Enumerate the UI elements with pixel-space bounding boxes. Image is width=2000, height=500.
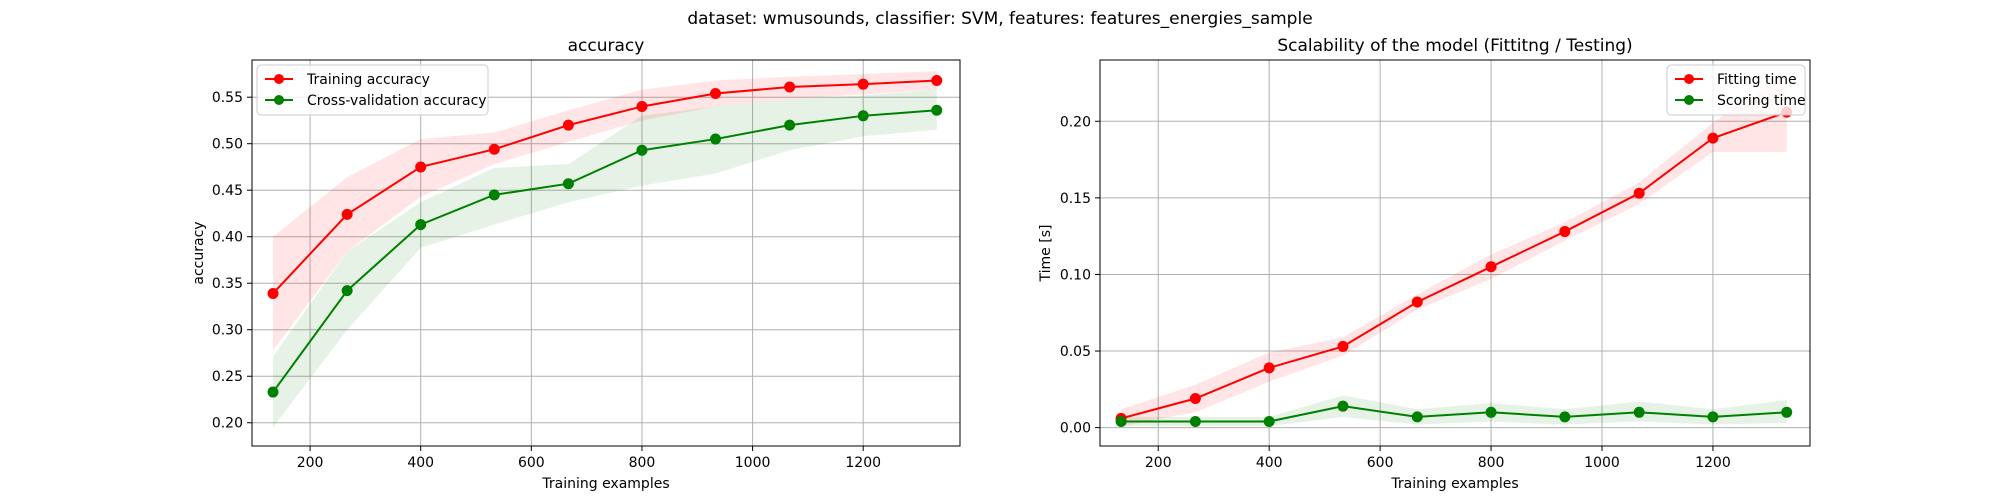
scalability-series-0-point bbox=[1559, 226, 1571, 238]
scalability-legend-label: Scoring time bbox=[1717, 93, 1806, 109]
scalability-x-tick-label: 600 bbox=[1367, 455, 1394, 471]
accuracy-series-1-band bbox=[273, 89, 937, 428]
accuracy-y-tick-label: 0.25 bbox=[212, 369, 243, 385]
scalability-series-1-point bbox=[1411, 411, 1423, 423]
scalability-title: Scalability of the model (Fittitng / Tes… bbox=[1277, 36, 1632, 56]
accuracy-series-1-point bbox=[267, 386, 279, 398]
scalability-series-1-point bbox=[1781, 406, 1793, 418]
scalability-y-tick-label: 0.10 bbox=[1060, 267, 1091, 283]
scalability-x-tick-label: 800 bbox=[1478, 455, 1505, 471]
scalability-legend: Fitting time Scoring time bbox=[1666, 64, 1806, 116]
scalability-legend-swatch-marker bbox=[1684, 74, 1694, 84]
accuracy-y-tick-label: 0.45 bbox=[212, 183, 243, 199]
accuracy-series-0-point bbox=[488, 143, 500, 155]
accuracy-legend-swatch-marker bbox=[274, 95, 284, 105]
accuracy-series-1-point bbox=[562, 178, 574, 190]
accuracy-x-axis-label: Training examples bbox=[541, 476, 669, 492]
accuracy-legend: Training accuracy Cross-validation accura… bbox=[256, 64, 489, 116]
accuracy-x-tick-label: 400 bbox=[407, 455, 434, 471]
scalability-series-1-point bbox=[1707, 411, 1719, 423]
accuracy-series-1-point bbox=[931, 104, 943, 116]
accuracy-series-0-point bbox=[636, 101, 648, 113]
accuracy-chart: 200 400 600 800 1000 1200 0.20 0.25 0.30 0.35 0.40… bbox=[191, 36, 961, 492]
accuracy-axes-frame bbox=[251, 59, 961, 447]
accuracy-legend-swatch-marker bbox=[274, 74, 284, 84]
scalability-x-axis-label: Training examples bbox=[1390, 476, 1518, 492]
scalability-y-axis-label: Time [s] bbox=[1038, 225, 1054, 283]
accuracy-y-tick-label: 0.20 bbox=[212, 416, 243, 432]
accuracy-y-tick-label: 0.50 bbox=[212, 137, 243, 153]
scalability-series-1-point bbox=[1485, 406, 1497, 418]
accuracy-y-tick-label: 0.40 bbox=[212, 230, 243, 246]
accuracy-x-tick-label: 200 bbox=[297, 455, 324, 471]
accuracy-series-1-point bbox=[341, 285, 353, 297]
scalability-y-tick-label: 0.00 bbox=[1060, 421, 1091, 437]
scalability-series-0-point bbox=[1337, 340, 1349, 352]
accuracy-series-1-line bbox=[272, 109, 937, 393]
accuracy-series-1-point bbox=[710, 133, 722, 145]
accuracy-series-0-point bbox=[931, 74, 943, 86]
accuracy-y-tick-label: 0.35 bbox=[212, 276, 243, 292]
accuracy-x-tick-label: 1200 bbox=[845, 455, 881, 471]
scalability-x-tick-label: 200 bbox=[1145, 455, 1172, 471]
scalability-x-tick-label: 1000 bbox=[1584, 455, 1620, 471]
accuracy-x-tick-label: 800 bbox=[629, 455, 656, 471]
scalability-series-0-line bbox=[1120, 111, 1788, 420]
scalability-series-1-point bbox=[1115, 415, 1127, 427]
accuracy-series-1-point bbox=[784, 119, 796, 131]
scalability-series-1-point bbox=[1337, 400, 1349, 412]
scalability-axes-frame bbox=[1099, 59, 1811, 447]
scalability-series-1-line bbox=[1121, 405, 1787, 423]
accuracy-series-0-point bbox=[562, 119, 574, 131]
scalability-series-1-point bbox=[1633, 406, 1645, 418]
accuracy-series-0-point bbox=[710, 87, 722, 99]
scalability-series-0-point bbox=[1707, 132, 1719, 144]
accuracy-series-0-band bbox=[273, 71, 937, 351]
accuracy-series-0-point bbox=[415, 161, 427, 173]
scalability-series-0-point bbox=[1189, 393, 1201, 405]
accuracy-legend-frame bbox=[256, 64, 489, 116]
scalability-legend-label: Fitting time bbox=[1717, 72, 1797, 88]
scalability-series-0-point bbox=[1411, 296, 1423, 308]
accuracy-series-0-point bbox=[267, 287, 279, 299]
scalability-series-0-point bbox=[1633, 187, 1645, 199]
scalability-y-tick-label: 0.20 bbox=[1060, 114, 1091, 130]
scalability-x-tick-label: 1200 bbox=[1695, 455, 1731, 471]
scalability-series-1-point bbox=[1559, 411, 1571, 423]
accuracy-y-tick-label: 0.55 bbox=[212, 90, 243, 106]
accuracy-x-tick-label: 600 bbox=[518, 455, 545, 471]
accuracy-series-0-line bbox=[272, 79, 937, 295]
figure-suptitle: dataset: wmusounds, classifier: SVM, fea… bbox=[687, 9, 1312, 29]
accuracy-legend-label: Cross-validation accuracy bbox=[307, 93, 487, 109]
accuracy-series-0-point bbox=[341, 208, 353, 220]
accuracy-legend-label: Training accuracy bbox=[306, 72, 430, 88]
accuracy-series-1-point bbox=[488, 189, 500, 201]
accuracy-series-1-point bbox=[636, 144, 648, 156]
scalability-y-tick-label: 0.15 bbox=[1060, 191, 1091, 207]
accuracy-x-tick-label: 1000 bbox=[735, 455, 771, 471]
scalability-y-tick-label: 0.05 bbox=[1060, 344, 1091, 360]
scalability-series-1-point bbox=[1189, 415, 1201, 427]
accuracy-series-1-point bbox=[857, 110, 869, 122]
scalability-x-tick-label: 400 bbox=[1256, 455, 1283, 471]
scalability-chart: 200 400 600 800 1000 1200 0.00 0.05 0.10 0.15 0.20… bbox=[1038, 36, 1811, 492]
scalability-legend-swatch-marker bbox=[1684, 95, 1694, 105]
accuracy-y-tick-label: 0.30 bbox=[212, 323, 243, 339]
accuracy-series-0-point bbox=[857, 78, 869, 90]
accuracy-series-1-point bbox=[415, 219, 427, 231]
scalability-series-0-point bbox=[1263, 362, 1275, 374]
scalability-series-1-point bbox=[1263, 415, 1275, 427]
accuracy-y-axis-label: accuracy bbox=[191, 221, 207, 284]
scalability-series-0-point bbox=[1485, 261, 1497, 273]
scalability-series-0-band bbox=[1121, 72, 1787, 427]
scalability-legend-frame bbox=[1666, 64, 1806, 116]
accuracy-title: accuracy bbox=[568, 36, 645, 56]
accuracy-series-0-point bbox=[784, 81, 796, 93]
